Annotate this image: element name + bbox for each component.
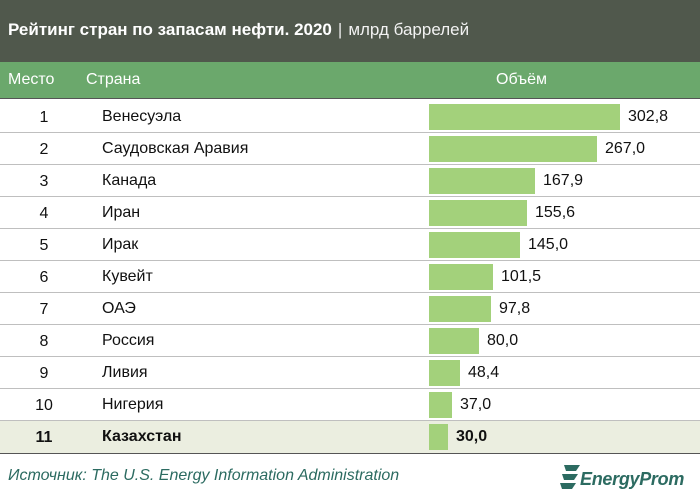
column-header-country: Страна: [86, 71, 141, 88]
table-row: 4 Иран 155,6: [0, 197, 700, 229]
country-label: Венесуэла: [102, 108, 182, 125]
rank-label: 9: [39, 365, 49, 382]
data-bar: [429, 328, 479, 354]
table-row: 8 Россия 80,0: [0, 325, 700, 357]
footer: Источник: The U.S. Energy Information Ad…: [0, 455, 700, 500]
row-divider: [0, 388, 700, 389]
rank-label: 3: [39, 173, 49, 190]
data-bar: [429, 296, 491, 322]
rank-label: 10: [35, 397, 53, 414]
table-row: 5 Ирак 145,0: [0, 229, 700, 261]
data-bar: [429, 104, 620, 130]
country-label: Казахстан: [102, 428, 182, 445]
country-label: Ливия: [102, 364, 148, 381]
table-row: 3 Канада 167,9: [0, 165, 700, 197]
rank-label: 1: [39, 109, 49, 126]
column-header-volume: Объём: [496, 71, 547, 88]
rank-label: 2: [39, 141, 49, 158]
value-label: 145,0: [528, 236, 569, 253]
value-label: 30,0: [456, 428, 488, 445]
row-divider: [0, 164, 700, 165]
row-divider: [0, 260, 700, 261]
table-row: 10 Нигерия 37,0: [0, 389, 700, 421]
row-divider: [0, 324, 700, 325]
logo-mark-icon: [560, 465, 580, 489]
country-label: Саудовская Аравия: [102, 140, 249, 157]
data-bar: [429, 136, 597, 162]
value-label: 97,8: [499, 300, 531, 317]
column-header-rank: Место: [8, 71, 55, 88]
value-label: 167,9: [543, 172, 584, 189]
table-body: 1 Венесуэла 302,8 2 Саудовская Аравия 267,0 3 К…: [0, 98, 700, 454]
row-divider: [0, 420, 700, 421]
table-row: 7 ОАЭ 97,8: [0, 293, 700, 325]
energyprom-logo: EnergyProm: [558, 463, 694, 493]
title-separator: |: [337, 20, 343, 39]
row-divider: [0, 356, 700, 357]
country-label: ОАЭ: [102, 300, 136, 317]
country-label: Иран: [102, 204, 141, 221]
chart-title-line: Рейтинг стран по запасам нефти. 2020 | млр…: [8, 20, 469, 40]
chart-title: Рейтинг стран по запасам нефти. 2020: [8, 20, 332, 39]
value-label: 101,5: [501, 268, 542, 285]
country-label: Нигерия: [102, 396, 164, 413]
value-label: 48,4: [468, 364, 500, 381]
value-label: 267,0: [605, 140, 646, 157]
table-row: 2 Саудовская Аравия 267,0: [0, 133, 700, 165]
table-row: 1 Венесуэла 302,8: [0, 101, 700, 133]
source-note: Источник: The U.S. Energy Information Ad…: [8, 467, 400, 484]
country-label: Канада: [102, 172, 157, 189]
data-bar: [429, 168, 535, 194]
row-divider: [0, 228, 700, 229]
table-row: 9 Ливия 48,4: [0, 357, 700, 389]
table-header: Место Страна Объём: [0, 62, 700, 98]
table-row: 11 Казахстан 30,0: [0, 421, 700, 453]
title-bar: Рейтинг стран по запасам нефти. 2020 | млр…: [0, 0, 700, 62]
country-label: Россия: [102, 332, 155, 349]
data-bar: [429, 264, 493, 290]
row-divider: [0, 132, 700, 133]
logo-text: EnergyProm: [580, 469, 685, 489]
rank-label: 5: [39, 237, 49, 254]
value-label: 302,8: [628, 108, 669, 125]
rank-label: 11: [35, 429, 53, 446]
chart-unit: млрд баррелей: [348, 20, 470, 39]
rank-label: 4: [39, 205, 49, 222]
value-label: 37,0: [460, 396, 492, 413]
rank-label: 7: [39, 301, 49, 318]
data-bar: [429, 200, 527, 226]
value-label: 155,6: [535, 204, 576, 221]
country-label: Ирак: [102, 236, 139, 253]
rank-label: 8: [39, 333, 49, 350]
table-row: 6 Кувейт 101,5: [0, 261, 700, 293]
data-bar: [429, 360, 460, 386]
country-label: Кувейт: [102, 268, 153, 285]
value-label: 80,0: [487, 332, 519, 349]
row-divider: [0, 292, 700, 293]
data-bar: [429, 424, 448, 450]
data-bar: [429, 232, 520, 258]
rank-label: 6: [39, 269, 49, 286]
row-divider: [0, 196, 700, 197]
data-bar: [429, 392, 452, 418]
